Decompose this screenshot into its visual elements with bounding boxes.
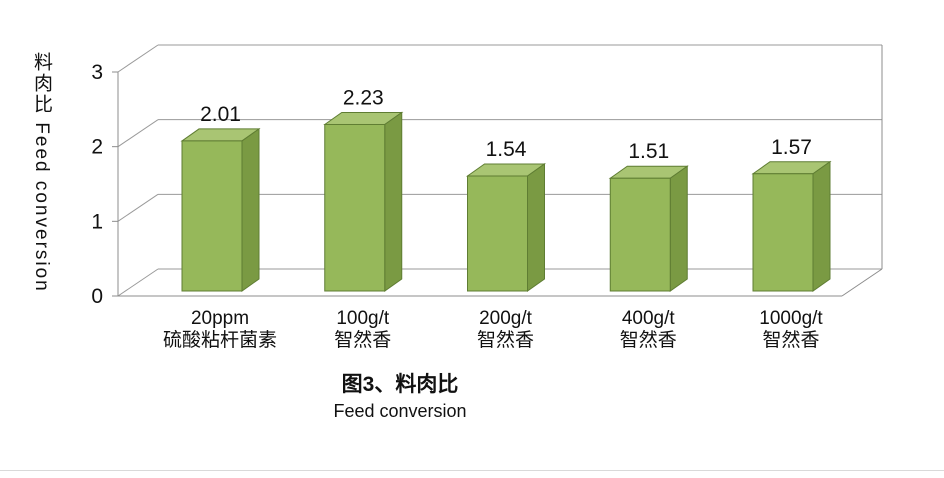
y-tick-label: 1 — [91, 210, 103, 233]
y-tick-label: 2 — [91, 136, 103, 159]
bar-side-face — [669, 165, 688, 292]
gridline-slant — [117, 268, 159, 297]
bar-side-face — [812, 160, 831, 292]
gridline-slant — [117, 193, 159, 222]
y-tick-label: 0 — [91, 285, 103, 308]
page-rule — [0, 470, 944, 471]
gridline-slant — [117, 119, 159, 148]
bar — [609, 177, 671, 292]
bar-side-face — [241, 127, 260, 292]
bar-side-face — [527, 163, 545, 292]
chart-title-block: 图3、料肉比 Feed conversion — [0, 372, 800, 424]
y-tick-label: 3 — [91, 61, 103, 84]
category-label-line1: 400g/t — [622, 308, 676, 329]
category-label-line1: 200g/t — [479, 308, 533, 329]
floor-slant-edge — [841, 268, 883, 297]
bar — [467, 175, 528, 292]
gridline-slant — [117, 44, 159, 73]
bar-value-label: 1.54 — [486, 138, 527, 161]
bar-value-label: 2.23 — [343, 86, 384, 109]
category-label-line2: 智然香 — [762, 329, 819, 351]
category-label-line2: 智然香 — [334, 329, 391, 351]
bar-value-label: 1.57 — [771, 136, 812, 159]
bar — [324, 123, 386, 292]
category-label-line2: 智然香 — [620, 329, 677, 351]
category-label-line2: 硫酸粘杆菌素 — [163, 329, 277, 351]
category-label-line1: 20ppm — [191, 308, 249, 329]
bar-value-label: 2.01 — [200, 103, 241, 126]
bar-value-label: 1.51 — [628, 140, 669, 163]
chart-title-cn: 图3、料肉比 — [341, 373, 459, 396]
category-label-line1: 100g/t — [336, 308, 390, 329]
chart-title-en: Feed conversion — [333, 401, 467, 422]
bar — [181, 140, 243, 292]
bar-side-face — [384, 111, 403, 292]
bar — [752, 173, 814, 292]
category-label-line2: 智然香 — [477, 329, 534, 351]
y-axis-title: 料肉比 Feed conversion — [31, 51, 52, 293]
category-label-line1: 1000g/t — [759, 308, 823, 329]
